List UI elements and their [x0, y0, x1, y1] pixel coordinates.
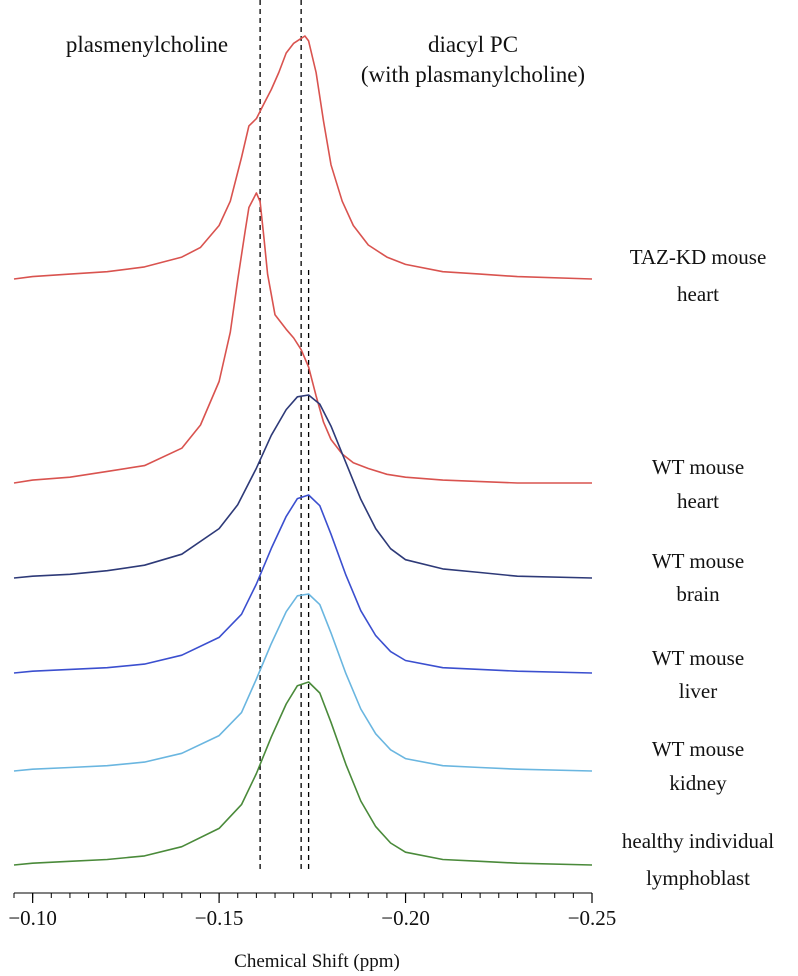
annotation-diacyl-pc: diacyl PC: [428, 32, 518, 57]
x-axis-title: Chemical Shift (ppm): [234, 951, 400, 972]
series-line-3: [13, 394, 593, 579]
series-line-4: [13, 494, 593, 674]
x-tick-label: −0.10: [8, 906, 57, 930]
series-label-4-line-2: liver: [679, 679, 717, 703]
spectra-series: [13, 35, 593, 866]
x-tick-label: −0.15: [195, 906, 244, 930]
reference-lines: [259, 0, 310, 870]
series-label-2-line-1: WT mouse: [652, 455, 744, 479]
series-label-5-line-2: kidney: [669, 771, 727, 795]
annotation-plasmenylcholine: plasmenylcholine: [66, 32, 228, 57]
series-label-4-line-1: WT mouse: [652, 646, 744, 670]
series-label-6-line-1: healthy individual: [622, 829, 774, 853]
series-label-3-line-1: WT mouse: [652, 549, 744, 573]
series-label-1-line-2: heart: [677, 282, 719, 306]
series-label-6-line-2: lymphoblast: [646, 866, 750, 890]
x-axis-ticks: −0.10 −0.15 −0.20 −0.25: [8, 893, 616, 930]
series-labels: TAZ-KD mouse heart WT mouse heart WT mouse br…: [622, 245, 774, 890]
x-tick-label: −0.25: [568, 906, 617, 930]
series-line-5: [13, 593, 593, 772]
series-label-3-line-2: brain: [676, 582, 720, 606]
series-line-1: [13, 35, 593, 280]
annotation-with-plasmanylcholine: (with plasmanylcholine): [361, 62, 585, 87]
series-label-1-line-1: TAZ-KD mouse: [630, 245, 767, 269]
series-line-2: [13, 192, 592, 484]
series-line-6: [13, 681, 593, 866]
series-label-5-line-1: WT mouse: [652, 737, 744, 761]
series-label-2-line-2: heart: [677, 489, 719, 513]
x-tick-label: −0.20: [381, 906, 430, 930]
